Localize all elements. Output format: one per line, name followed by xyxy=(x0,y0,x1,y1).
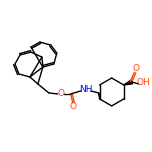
Text: NH: NH xyxy=(79,85,93,94)
Text: OH: OH xyxy=(137,78,151,88)
Text: O: O xyxy=(132,64,139,73)
Text: O: O xyxy=(57,89,64,98)
Polygon shape xyxy=(124,80,132,85)
Text: O: O xyxy=(69,102,76,111)
